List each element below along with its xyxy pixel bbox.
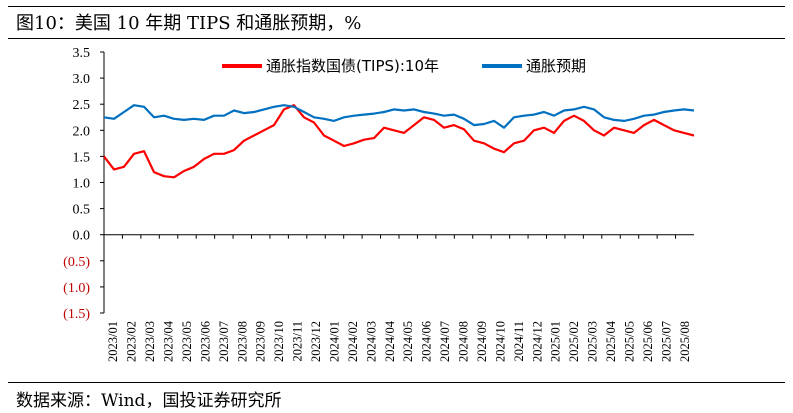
x-tick-label: 2023/06 bbox=[198, 321, 212, 362]
x-tick-label: 2025/08 bbox=[678, 321, 692, 362]
y-tick-label: 2.0 bbox=[73, 124, 91, 139]
x-tick-label: 2024/12 bbox=[530, 321, 544, 362]
y-tick-label: 2.5 bbox=[73, 98, 91, 113]
x-tick-label: 2024/02 bbox=[346, 321, 360, 362]
x-tick-label: 2024/09 bbox=[475, 321, 489, 362]
x-tick-label: 2025/01 bbox=[549, 321, 563, 362]
axes: 3.5 3.0 2.5 2.0 1.5 1.0 0.5 0.0 (0.5) (1.0) (1.5) 2… bbox=[63, 46, 694, 362]
x-tick-label: 2025/07 bbox=[659, 321, 673, 362]
x-tick-label: 2024/01 bbox=[327, 321, 341, 362]
x-tick-label: 2023/03 bbox=[143, 321, 157, 362]
figure-title: 图10：美国 10 年期 TIPS 和通胀预期，% bbox=[16, 13, 362, 34]
y-tick-label: 0.0 bbox=[73, 229, 91, 244]
x-tick-label: 2024/05 bbox=[401, 321, 415, 362]
x-tick-label: 2024/07 bbox=[438, 321, 452, 362]
title-rule bbox=[8, 38, 785, 39]
x-tick-label: 2023/04 bbox=[162, 320, 176, 362]
x-tick-label: 2023/08 bbox=[235, 321, 249, 362]
x-tick-label: 2024/11 bbox=[512, 321, 526, 362]
legend-label-tips: 通胀指数国债(TIPS):10年 bbox=[266, 57, 439, 75]
y-tick-label: 3.0 bbox=[73, 72, 91, 87]
data-source: 数据来源：Wind，国投证券研究所 bbox=[16, 391, 282, 411]
x-tick-label: 2023/12 bbox=[309, 321, 323, 362]
y-tick-label: (0.5) bbox=[63, 255, 90, 270]
x-tick-label: 2024/04 bbox=[383, 320, 397, 362]
x-tick-label: 2023/05 bbox=[180, 321, 194, 362]
source-rule bbox=[8, 382, 785, 383]
x-tick-label: 2025/06 bbox=[641, 321, 655, 362]
x-tick-label: 2024/10 bbox=[493, 321, 507, 362]
y-tick-label: (1.5) bbox=[63, 307, 90, 322]
x-tick-label: 2025/03 bbox=[586, 321, 600, 362]
x-tick-label: 2023/02 bbox=[125, 321, 139, 362]
x-tick-label: 2023/11 bbox=[291, 321, 305, 362]
top-rule bbox=[8, 6, 785, 7]
legend: 通胀指数国债(TIPS):10年 通胀预期 bbox=[222, 57, 586, 75]
x-tick-label: 2024/03 bbox=[364, 321, 378, 362]
y-tick-label: 3.5 bbox=[73, 46, 91, 61]
series-lines bbox=[103, 104, 695, 179]
legend-label-inflation: 通胀预期 bbox=[526, 57, 586, 75]
x-tick-label: 2023/09 bbox=[254, 321, 268, 362]
x-tick-label: 2024/06 bbox=[420, 321, 434, 362]
x-tick-label: 2023/01 bbox=[106, 321, 120, 362]
y-tick-label: 1.5 bbox=[73, 150, 91, 165]
x-tick-label: 2025/04 bbox=[604, 320, 618, 362]
y-tick-label: (1.0) bbox=[63, 281, 90, 296]
x-tick-label: 2025/02 bbox=[567, 321, 581, 362]
series-line-inflation bbox=[103, 104, 695, 129]
x-tick-label: 2023/10 bbox=[272, 321, 286, 362]
y-tick-label: 1.0 bbox=[73, 177, 91, 192]
x-tick-label: 2023/07 bbox=[217, 321, 231, 362]
x-tick-label: 2025/05 bbox=[622, 321, 636, 362]
x-tick-label: 2024/08 bbox=[457, 321, 471, 362]
series-line-tips bbox=[103, 104, 695, 179]
y-tick-label: 0.5 bbox=[73, 203, 91, 218]
